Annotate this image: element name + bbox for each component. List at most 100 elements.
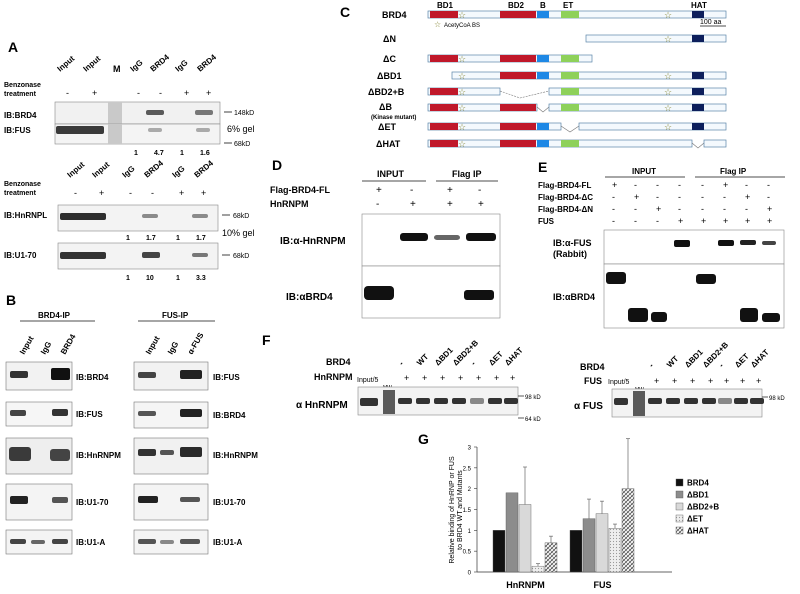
lane-header-group: -+WT+ΔBD1+ΔBD2+B+-+ΔET+ΔHAT+ — [397, 338, 525, 383]
star-icon: ☆ — [664, 122, 672, 132]
sign: + — [690, 376, 695, 386]
star-icon: ☆ — [458, 10, 466, 20]
panel-f-letter: F — [262, 332, 271, 348]
star-icon: ☆ — [458, 103, 466, 113]
sign: + — [458, 373, 463, 383]
construct-bar — [451, 71, 727, 80]
blot-label: IB:BRD4 — [4, 111, 37, 120]
y-tick-label: 1.5 — [463, 508, 472, 514]
quant-value: 1 — [180, 150, 184, 157]
sign: - — [656, 216, 659, 226]
lane-header: ΔBD1 — [683, 347, 705, 369]
mw-label: 68kD — [233, 253, 249, 260]
lane-header: α-FUS — [186, 331, 206, 356]
bd1-domain — [430, 11, 458, 18]
sign: - — [723, 204, 726, 214]
blot-band — [488, 398, 502, 404]
star-icon: ☆ — [664, 71, 672, 81]
hat-domain — [692, 11, 704, 18]
sign: - — [656, 180, 659, 190]
lane-header: ΔHAT — [503, 346, 525, 368]
ip-title: FUS-IP — [162, 311, 189, 320]
sign: + — [767, 204, 772, 214]
sign: - — [745, 204, 748, 214]
blot-label-sub: (Rabbit) — [553, 249, 587, 259]
legend-label: ΔBD2+B — [687, 503, 719, 512]
blot-band — [146, 110, 164, 115]
domain-label: HAT — [691, 1, 707, 10]
construct-bar — [427, 103, 538, 112]
sign: + — [184, 88, 189, 98]
lane-header: ΔBD2+B — [451, 338, 480, 367]
benzonase-label: Benzonase — [4, 82, 41, 89]
sign: + — [723, 180, 728, 190]
sign: - — [634, 180, 637, 190]
blot-label: IB:α-HnRNPM — [280, 236, 346, 247]
sign: + — [404, 373, 409, 383]
quant-value: 1 — [176, 235, 180, 242]
panel-c-letter: C — [340, 4, 350, 20]
gel-label: 6% gel — [227, 124, 255, 134]
quant-value: 1.7 — [146, 235, 156, 242]
scale-label: 100 aa — [700, 19, 722, 26]
column-header: INPUT — [632, 167, 656, 176]
lane-header: IgG — [129, 58, 145, 73]
benzonase-label: Benzonase — [4, 181, 41, 188]
lane-header: ΔET — [733, 352, 751, 370]
lane-header: Input — [18, 334, 36, 356]
lane-header: Input — [82, 54, 103, 74]
sign: - — [634, 204, 637, 214]
blot-band — [56, 126, 104, 134]
domain-label: BD2 — [508, 1, 525, 10]
bar-ΔBD1 — [505, 492, 519, 573]
construct-bar — [548, 103, 727, 112]
bar-ΔBD2+B — [595, 513, 609, 573]
sign: + — [376, 185, 382, 196]
row-label: BRD4 — [326, 357, 351, 367]
input-label: Input/5 — [357, 377, 379, 384]
star-icon: ☆ — [458, 139, 466, 149]
legend-swatch — [675, 502, 684, 511]
blot-band — [452, 398, 466, 404]
lane-header: IgG — [171, 164, 187, 179]
sign: + — [634, 192, 639, 202]
y-tick-label: 0.5 — [463, 550, 472, 556]
lane-header: BRD4 — [149, 52, 172, 73]
row-label: Flag-BRD4-ΔC — [538, 193, 593, 202]
row-label: Flag-BRD4-ΔN — [538, 205, 593, 214]
legend-label: ΔBD1 — [687, 491, 709, 500]
quant-value: 10 — [146, 275, 154, 282]
bar-ΔET — [531, 565, 545, 573]
blot-label: IB:FUS — [76, 410, 103, 419]
sign: - — [745, 180, 748, 190]
blot-band — [666, 398, 680, 404]
marker-lane — [108, 102, 122, 124]
blot-band — [470, 398, 484, 404]
sign: + — [440, 373, 445, 383]
construct-bar — [548, 87, 727, 96]
sign: - — [678, 204, 681, 214]
sign: + — [756, 376, 761, 386]
lane-header: BRD4 — [143, 158, 166, 179]
column-header: Flag IP — [452, 169, 482, 179]
blot-label: IB:αBRD4 — [286, 292, 333, 303]
star-icon: ☆ — [458, 87, 466, 97]
sign: - — [478, 185, 481, 196]
blot-band — [648, 398, 662, 404]
sign: - — [410, 185, 413, 196]
panel-c: C BD1 BD2 B ET HAT BRD4 ΔN ΔC ΔBD1 ΔBD2+… — [340, 1, 727, 149]
sign: + — [510, 373, 515, 383]
quant-value: 1.6 — [200, 150, 210, 157]
column-header: INPUT — [377, 169, 405, 179]
sign: - — [612, 204, 615, 214]
sign: + — [723, 216, 728, 226]
blot-label: α FUS — [574, 401, 603, 412]
mw-label: 64 kD — [525, 417, 541, 423]
blot-band — [750, 398, 764, 404]
construct-label: BRD4 — [382, 10, 407, 20]
y-axis-label: Relative binding of HnRNP or FUSto BRD4 … — [449, 456, 464, 564]
bar-ΔET — [608, 528, 622, 573]
panel-f: F BRD4 HnRNPM Input/5 MW -+WT+ΔBD1+ΔBD2+… — [262, 332, 785, 423]
bar-ΔBD1 — [582, 518, 596, 573]
construct-label: ΔN — [383, 34, 396, 44]
